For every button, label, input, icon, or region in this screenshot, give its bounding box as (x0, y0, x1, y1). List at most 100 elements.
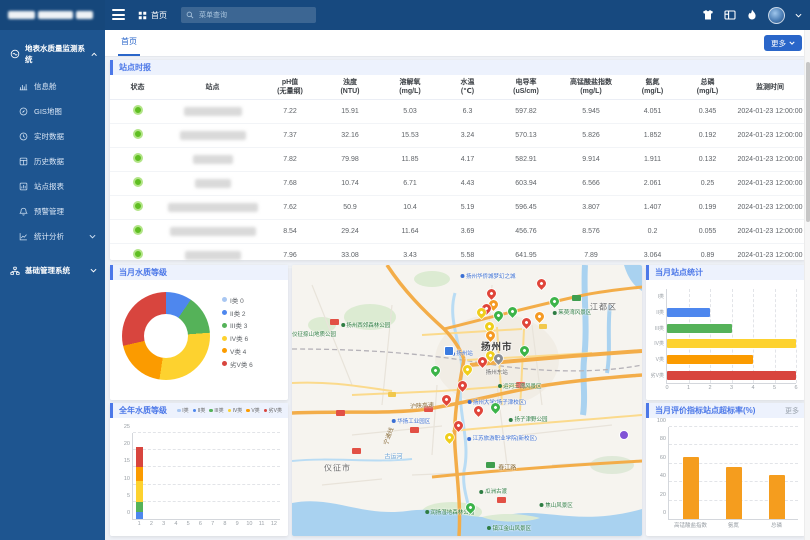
station-marker[interactable] (474, 406, 483, 415)
sidebar-item-信息舱[interactable]: 信息舱 (0, 74, 105, 99)
legend-item[interactable]: 劣V类 6 (222, 359, 253, 369)
table-row: 8.5429.2411.643.69456.768.5760.20.055202… (110, 219, 805, 243)
search-input[interactable] (197, 11, 311, 20)
bar-row: I类 (667, 289, 796, 305)
station-marker[interactable] (463, 365, 472, 374)
report-icon (19, 182, 28, 191)
station-marker[interactable] (478, 357, 487, 366)
sidebar-item-GIS地图[interactable]: GIS地图 (0, 99, 105, 124)
station-marker[interactable] (458, 381, 467, 390)
page-scrollbar[interactable] (804, 30, 810, 540)
breadcrumb-home[interactable]: 首页 (138, 0, 167, 30)
station-marker[interactable] (535, 312, 544, 321)
gis-map[interactable]: 扬州市江都区仪征市扬州西郊森林公园仪征捺山地质公园茱萸湾风景区运河三湾风景区扬子… (292, 265, 642, 536)
horizontal-bar-chart: 0123456I类II类III类IV类V类劣V类 (666, 289, 796, 384)
dashboard-icon (19, 82, 28, 91)
monitor-time: 2024-01-23 12:00:00 (735, 171, 805, 195)
sidebar-item-实时数据[interactable]: 实时数据 (0, 124, 105, 149)
menu-search[interactable] (181, 7, 316, 23)
station-marker[interactable] (487, 289, 496, 298)
map-label: 江都区 (590, 302, 617, 313)
station-marker[interactable] (494, 311, 503, 320)
status-dot (133, 153, 143, 163)
station-name-redacted (193, 155, 233, 164)
legend-item[interactable]: IV类 6 (222, 333, 253, 343)
avatar[interactable] (768, 7, 785, 24)
exceed-rate-panel: 当月评价指标站点超标率(%) 更多 020406080100高锰酸盐指数氨氮总磷 (646, 403, 805, 536)
station-marker[interactable] (522, 318, 531, 327)
map-label: 茱萸湾风景区 (553, 308, 592, 316)
donut-legend: I类 0 II类 2 III类 3 IV类 6 V类 4 劣V类 6 (222, 292, 253, 372)
map-label: 瓜洲古渡 (479, 487, 507, 495)
legend-item[interactable]: V类 4 (222, 346, 253, 356)
table-row: 7.9633.083.435.58641.957.893.0640.892024… (110, 243, 805, 267)
station-marker[interactable] (520, 346, 529, 355)
sidebar-item-站点报表[interactable]: 站点报表 (0, 174, 105, 199)
annual-quality-panel: 全年水质等级 I类II类III类IV类V类劣V类 051015202512345… (110, 403, 288, 536)
station-name-redacted (185, 251, 241, 260)
legend-item[interactable]: I类 0 (222, 295, 253, 305)
more-link[interactable]: 更多 (785, 406, 799, 416)
map-label: 焦山风景区 (540, 501, 573, 509)
station-marker[interactable] (494, 354, 503, 363)
station-marker[interactable] (466, 503, 475, 512)
column-header: 溶解氧(mg/L) (380, 75, 440, 99)
tab-home[interactable]: 首页 (118, 30, 140, 56)
legend-item[interactable]: III类 3 (222, 320, 253, 330)
sidebar-section-water-system[interactable]: 地表水质量监测系统 (0, 30, 105, 74)
status-dot (133, 105, 143, 115)
panel-title: 当月评价指标站点超标率(%) (655, 405, 755, 416)
station-marker[interactable] (486, 331, 495, 340)
more-button[interactable]: 更多 (764, 35, 802, 51)
monitor-time: 2024-01-23 12:00:00 (735, 99, 805, 123)
layout-icon[interactable] (724, 9, 736, 21)
map-label: 仪征市 (324, 463, 351, 474)
station-marker[interactable] (477, 308, 486, 317)
station-marker[interactable] (491, 403, 500, 412)
legend-item[interactable]: II类 2 (222, 308, 253, 318)
apps-icon (138, 11, 147, 20)
theme-skin-icon[interactable] (702, 9, 714, 21)
monthly-quality-panel: 当月水质等级 I类 0II类 2III类 3IV类 6V类 4劣V类 6 (110, 265, 288, 400)
station-name-redacted (180, 131, 246, 140)
station-marker[interactable] (431, 366, 440, 375)
hamburger-icon[interactable] (112, 9, 125, 23)
monitor-time: 2024-01-23 12:00:00 (735, 147, 805, 171)
chevron-up-icon (91, 51, 97, 58)
station-marker[interactable] (508, 307, 517, 316)
station-name-redacted (195, 179, 231, 188)
station-marker[interactable] (537, 279, 546, 288)
topbar: 首页 (0, 0, 810, 30)
station-marker[interactable] (454, 421, 463, 430)
station-marker[interactable] (445, 433, 454, 442)
donut-chart (122, 292, 210, 380)
chevron-down-icon[interactable] (795, 12, 802, 19)
map-label: 运河三湾风景区 (497, 382, 541, 390)
station-badge[interactable] (444, 346, 454, 356)
flame-icon[interactable] (746, 9, 758, 21)
map-label: 古运河 (384, 452, 402, 461)
table-body: 7.2215.915.036.3597.825.9454.0510.345202… (110, 99, 805, 267)
home-label: 首页 (151, 10, 167, 21)
sidebar: 地表水质量监测系统 信息舱GIS地图实时数据历史数据站点报表预警管理统计分析 基… (0, 0, 105, 540)
column-header: 氨氮(mg/L) (625, 75, 680, 99)
stats-icon (19, 232, 28, 241)
stacked-bar-chart: 0510152025123456789101112 (132, 433, 280, 520)
map-label: 华扬工业园区 (392, 417, 431, 425)
sidebar-item-统计分析[interactable]: 统计分析 (0, 224, 105, 249)
sidebar-item-预警管理[interactable]: 预警管理 (0, 199, 105, 224)
scrollbar-thumb[interactable] (806, 62, 810, 222)
station-marker[interactable] (442, 395, 451, 404)
sidebar-menu: 信息舱GIS地图实时数据历史数据站点报表预警管理统计分析 (0, 74, 105, 249)
stacked-bar (136, 433, 143, 519)
station-marker[interactable] (550, 297, 559, 306)
monitor-time: 2024-01-23 12:00:00 (735, 123, 805, 147)
map-label: 沪陕高速 (409, 399, 434, 410)
station-marker[interactable] (485, 322, 494, 331)
chart-legend: I类II类III类IV类V类劣V类 (177, 407, 282, 414)
table-row: 7.2215.915.036.3597.825.9454.0510.345202… (110, 99, 805, 123)
sidebar-section-base-system[interactable]: 基础管理系统 (0, 252, 105, 285)
sidebar-item-历史数据[interactable]: 历史数据 (0, 149, 105, 174)
column-header: 高锰酸盐指数(mg/L) (557, 75, 625, 99)
map-label: 扬州西郊森林公园 (341, 321, 391, 329)
